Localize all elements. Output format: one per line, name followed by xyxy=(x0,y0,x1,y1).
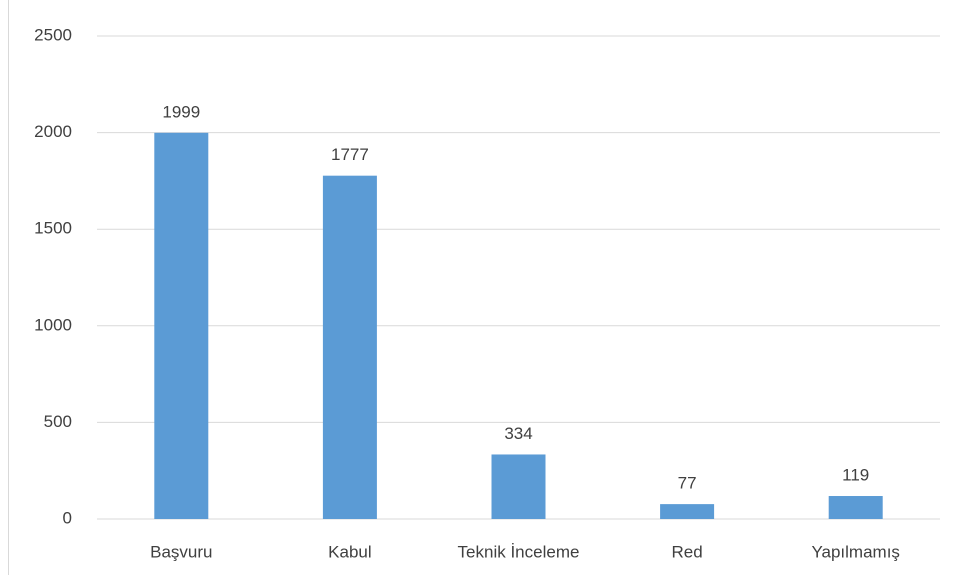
y-tick-label: 2000 xyxy=(34,122,72,141)
y-tick-label: 1500 xyxy=(34,219,72,238)
data-label: 1999 xyxy=(162,102,200,121)
bar xyxy=(491,454,546,519)
x-tick-label: Kabul xyxy=(328,542,371,561)
x-tick-label: Teknik İnceleme xyxy=(458,542,580,561)
bar xyxy=(154,132,209,519)
data-label: 1777 xyxy=(331,145,369,164)
bar xyxy=(828,496,883,519)
x-tick-label: Başvuru xyxy=(150,542,212,561)
data-label: 77 xyxy=(678,474,697,493)
y-tick-label: 1000 xyxy=(34,315,72,334)
y-tick-label: 0 xyxy=(63,508,72,527)
data-label: 334 xyxy=(504,424,532,443)
data-label: 119 xyxy=(842,465,869,484)
x-tick-label: Yapılmamış xyxy=(811,542,900,561)
y-tick-label: 500 xyxy=(44,412,72,431)
x-tick-label: Red xyxy=(672,542,703,561)
y-tick-label: 2500 xyxy=(34,25,72,44)
bar xyxy=(322,175,377,519)
bar xyxy=(660,504,715,519)
